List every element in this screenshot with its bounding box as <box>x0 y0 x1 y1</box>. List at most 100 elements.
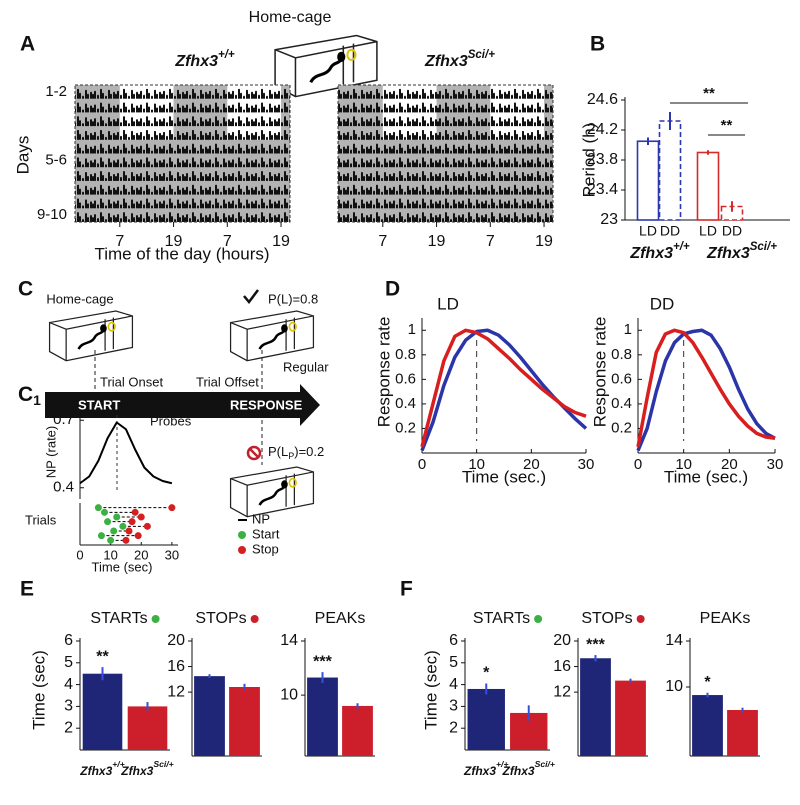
row-label: 5-6 <box>45 151 67 168</box>
x-tick-label: 19 <box>428 233 446 250</box>
legend-label: Start <box>252 526 280 541</box>
bar <box>82 673 123 750</box>
x-tick-label: 30 <box>767 456 784 473</box>
chart-title: PEAKs <box>700 610 751 627</box>
x-tick-label: 0 <box>76 547 83 562</box>
point <box>110 527 118 535</box>
probability-label: P(L)=0.8 <box>268 291 318 306</box>
bar <box>580 658 611 756</box>
chart-title: Zfhx3Sci/+ <box>424 49 495 70</box>
y-tick-label: 4 <box>64 676 73 693</box>
y-tick-label: 0.2 <box>611 419 632 436</box>
y-axis-label: Trials <box>25 512 57 527</box>
category-label-part: Zfhx3 <box>463 764 496 778</box>
significance: ** <box>721 117 733 134</box>
bar <box>727 710 758 756</box>
point <box>131 508 139 516</box>
panel-label: D <box>385 278 400 301</box>
point <box>125 527 133 535</box>
chart-title: LD <box>437 294 459 313</box>
y-axis-label: Days <box>13 136 32 175</box>
point <box>143 522 151 530</box>
bar <box>658 120 682 221</box>
y-tick-label: 10 <box>280 686 298 703</box>
group-label-part: +/+ <box>673 241 690 253</box>
y-tick-label: 0.8 <box>395 346 416 363</box>
row-label: 9-10 <box>37 206 67 223</box>
x-tick-label: 7 <box>486 233 495 250</box>
y-tick-label: 0.6 <box>611 370 632 387</box>
bar <box>307 677 338 756</box>
y-tick-label: 16 <box>553 658 571 675</box>
chart-title-part: Sci/+ <box>468 49 495 61</box>
point <box>104 518 112 526</box>
y-tick-label: 0.4 <box>611 395 632 412</box>
series-line <box>420 328 587 448</box>
x-axis-label: Time (sec.) <box>462 467 546 486</box>
y-tick-label: 0.8 <box>611 346 632 363</box>
y-tick-label: 10 <box>665 678 683 695</box>
significance: ** <box>703 85 715 102</box>
y-tick-label: 16 <box>167 658 185 675</box>
bar <box>467 688 505 750</box>
category-label-part: +/+ <box>496 759 508 769</box>
x-axis-label: Time of the day (hours) <box>94 244 269 263</box>
y-tick-label: 5 <box>449 654 458 671</box>
cage-icon <box>229 465 315 518</box>
legend-marker <box>238 546 246 554</box>
significance: * <box>704 674 711 691</box>
y-tick-label: 23.4 <box>587 181 618 198</box>
y-tick-label: 20 <box>553 632 571 649</box>
category-label-part: +/+ <box>112 759 124 769</box>
x-tick-label: 10 <box>103 547 117 562</box>
significance: ** <box>96 648 109 665</box>
panel-label: C <box>18 278 33 301</box>
x-axis-label: Time (sec.) <box>664 467 748 486</box>
category-label: LD <box>699 223 717 239</box>
y-tick-label: 14 <box>665 632 683 649</box>
series-line <box>636 328 776 448</box>
y-tick-label: 12 <box>167 683 185 700</box>
chart-title: STARTs <box>90 610 147 627</box>
x-tick-label: 30 <box>578 456 595 473</box>
x-tick-label: 30 <box>165 547 179 562</box>
probability-part: P(L <box>268 444 288 459</box>
category-label-part: Sci/+ <box>535 759 555 769</box>
chart-title: STOPs <box>581 610 632 627</box>
chart-title: STARTs <box>473 610 530 627</box>
actogram-frame <box>74 84 291 223</box>
series-line <box>79 421 173 485</box>
chart-title: PEAKs <box>315 610 366 627</box>
chart-title-part: +/+ <box>218 49 235 61</box>
y-tick-label: 14 <box>280 632 298 649</box>
y-axis-label: Response rate <box>590 317 609 428</box>
x-tick-label: 19 <box>535 233 553 250</box>
series-line <box>636 328 776 452</box>
cage-label: Home-cage <box>249 9 332 26</box>
bar <box>342 705 373 756</box>
panel-label: B <box>590 33 605 56</box>
bar <box>229 687 260 756</box>
point <box>128 518 136 526</box>
trial-offset-label: Trial Offset <box>196 374 259 389</box>
category-label: Zfhx3Sci/+ <box>120 759 173 778</box>
probability-sub: P <box>288 451 294 461</box>
prohibit-icon <box>246 445 262 461</box>
legend-label: NP <box>252 511 270 526</box>
legend-label: Stop <box>252 541 279 556</box>
probability-part: )=0.2 <box>294 444 324 459</box>
y-tick-label: 12 <box>553 683 571 700</box>
actogram-frame <box>337 84 554 223</box>
check-icon <box>243 289 259 305</box>
x-axis-label: Time (sec) <box>92 559 153 574</box>
point <box>137 513 145 521</box>
panel-label-sub: 1 <box>33 392 41 408</box>
y-tick-label: 2 <box>449 719 458 736</box>
group-label: Zfhx3+/+ <box>629 241 690 262</box>
group-label-part: Zfhx3 <box>629 245 673 262</box>
bar <box>692 695 723 756</box>
significance: *** <box>586 636 605 653</box>
title-marker <box>636 615 645 623</box>
category-label: Zfhx3+/+ <box>79 759 125 778</box>
